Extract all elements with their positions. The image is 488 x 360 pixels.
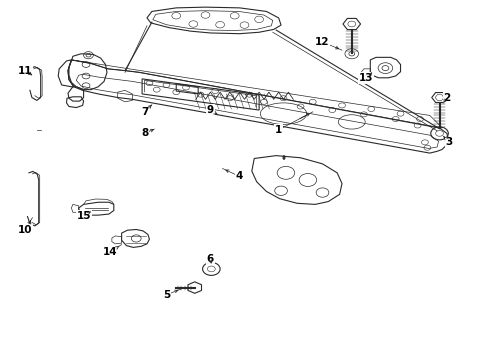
Text: 5: 5 [163,290,170,300]
Text: 13: 13 [358,73,373,83]
Text: 6: 6 [206,254,214,264]
Text: 10: 10 [18,225,32,235]
Text: 3: 3 [445,138,452,147]
Text: 14: 14 [103,247,118,257]
Text: 12: 12 [315,37,329,47]
Text: 9: 9 [206,105,213,115]
Text: 4: 4 [235,171,243,181]
Text: 11: 11 [18,66,32,76]
Text: 8: 8 [141,129,148,138]
Text: 2: 2 [442,93,449,103]
Text: 1: 1 [274,125,282,135]
Text: 15: 15 [76,211,91,221]
Text: 7: 7 [141,107,148,117]
